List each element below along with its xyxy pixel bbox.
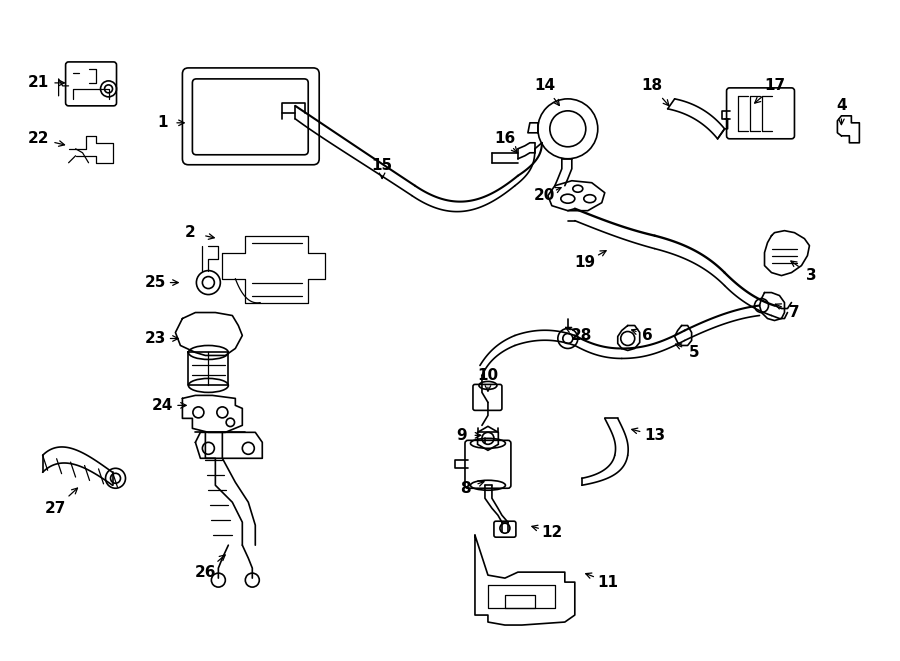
FancyBboxPatch shape xyxy=(193,79,308,155)
Text: 15: 15 xyxy=(372,158,392,173)
Text: 21: 21 xyxy=(28,75,50,91)
Text: 24: 24 xyxy=(152,398,173,413)
Text: 28: 28 xyxy=(572,328,592,343)
Text: 19: 19 xyxy=(574,255,596,270)
Text: 26: 26 xyxy=(194,564,216,580)
Text: 9: 9 xyxy=(456,428,467,443)
Text: 7: 7 xyxy=(789,305,800,320)
Text: 6: 6 xyxy=(643,328,653,343)
Text: 22: 22 xyxy=(28,132,50,146)
Text: 12: 12 xyxy=(541,525,562,539)
Text: 27: 27 xyxy=(45,501,67,516)
Text: 18: 18 xyxy=(641,79,662,93)
Text: 4: 4 xyxy=(836,98,847,113)
Text: 8: 8 xyxy=(460,481,471,496)
Text: 17: 17 xyxy=(764,79,785,93)
Text: 11: 11 xyxy=(598,574,618,590)
Text: 3: 3 xyxy=(806,268,817,283)
Text: 14: 14 xyxy=(535,79,555,93)
Text: 2: 2 xyxy=(185,225,196,240)
Text: 13: 13 xyxy=(644,428,665,443)
Text: 10: 10 xyxy=(477,368,499,383)
Text: 25: 25 xyxy=(145,275,166,290)
Text: 5: 5 xyxy=(689,345,700,360)
Text: 20: 20 xyxy=(535,188,555,203)
Text: 16: 16 xyxy=(494,132,516,146)
Text: 1: 1 xyxy=(158,115,167,130)
Text: 23: 23 xyxy=(145,331,166,346)
